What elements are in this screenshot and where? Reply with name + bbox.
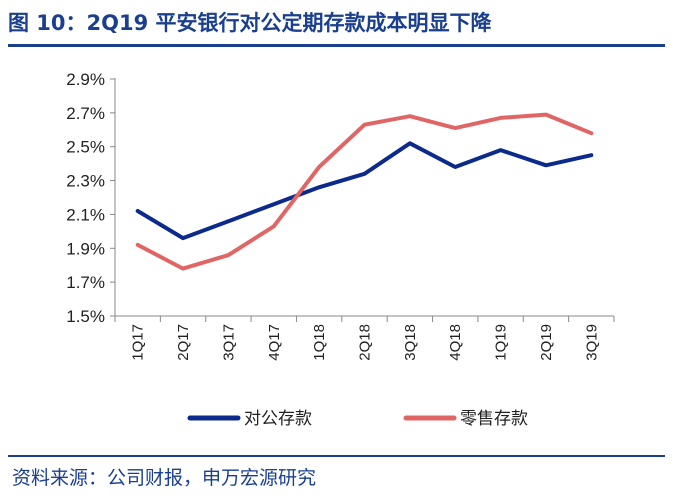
y-tick-label: 1.9%	[66, 239, 105, 258]
x-tick-label: 2Q19	[538, 324, 555, 361]
y-tick-label: 1.5%	[66, 307, 105, 326]
y-tick-label: 2.1%	[66, 205, 105, 224]
x-tick-label: 1Q17	[130, 324, 147, 361]
source-note: 资料来源：公司财报，申万宏源研究	[12, 467, 317, 489]
legend-label: 对公存款	[244, 409, 312, 429]
chart-series	[135, 112, 594, 271]
y-tick-label: 1.7%	[66, 273, 105, 292]
y-tick-label: 2.9%	[66, 70, 105, 89]
x-tick-label: 3Q17	[220, 324, 237, 361]
x-tick-label: 1Q18	[311, 324, 328, 361]
x-tick-label: 4Q18	[447, 324, 464, 361]
x-tick-label: 4Q17	[266, 324, 283, 361]
figure-title: 图 10：2Q19 平安银行对公定期存款成本明显下降	[8, 11, 492, 35]
x-tick-label: 3Q18	[402, 324, 419, 361]
x-tick-label: 2Q17	[175, 324, 192, 361]
series-line-0	[135, 141, 594, 241]
series-line-1	[135, 112, 594, 271]
chart-legend: 对公存款 零售存款	[187, 409, 528, 429]
title-underline	[8, 44, 665, 47]
source-divider	[8, 455, 665, 457]
y-tick-label: 2.5%	[66, 138, 105, 157]
x-tick-label: 1Q19	[493, 324, 510, 361]
legend-label: 零售存款	[460, 409, 528, 429]
x-tick-label: 3Q19	[583, 324, 600, 361]
y-tick-label: 2.3%	[66, 172, 105, 191]
chart-axes: 1.5% 1.7% 1.9% 2.1% 2.3% 2.5% 2.7% 2.9% 1Q17 2Q17…	[66, 70, 615, 361]
x-tick-label: 2Q18	[357, 324, 374, 361]
y-tick-label: 2.7%	[66, 104, 105, 123]
